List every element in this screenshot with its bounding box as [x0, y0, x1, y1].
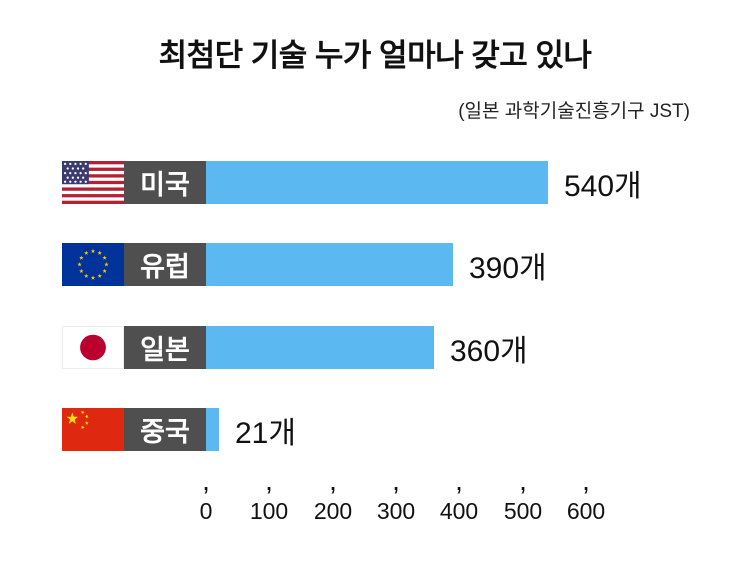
tick-mark: , [455, 465, 463, 496]
bar-row: 미국 540개 [62, 161, 642, 204]
tick-label: 400 [439, 498, 479, 524]
tick-label: 500 [503, 498, 543, 524]
source-note: (일본 과학기술진흥기구 JST) [458, 101, 690, 122]
tick-mark: , [265, 465, 273, 496]
tick-mark: , [519, 465, 527, 496]
category-label-box: 일본 [124, 326, 206, 369]
x-axis-tick: , 200 [313, 465, 353, 525]
tick-label: 300 [376, 498, 416, 524]
eu-flag-icon [62, 243, 124, 286]
bar [206, 326, 434, 369]
japan-flag-icon [62, 326, 124, 369]
bar [206, 408, 219, 451]
value-label: 360개 [450, 334, 528, 368]
tick-label: 600 [566, 498, 606, 524]
x-axis-tick: , 300 [376, 465, 416, 525]
chart-title: 최첨단 기술 누가 얼마나 갖고 있나 [158, 38, 592, 73]
tick-label: 200 [313, 498, 353, 524]
x-axis-tick: , 600 [566, 465, 606, 525]
category-label: 유럽 [140, 252, 190, 282]
category-label: 중국 [140, 417, 190, 447]
category-label: 미국 [140, 170, 190, 200]
x-axis-tick: , 0 [199, 465, 213, 525]
value-label: 390개 [469, 251, 547, 285]
x-axis-tick: , 500 [503, 465, 543, 525]
tick-mark: , [582, 465, 590, 496]
value-label: 21개 [235, 416, 296, 450]
tick-label: 0 [199, 498, 213, 524]
bar-row: 중국 21개 [62, 408, 296, 451]
x-axis-tick: , 100 [249, 465, 289, 525]
category-label-box: 미국 [124, 161, 206, 204]
bar [206, 161, 548, 204]
tick-mark: , [329, 465, 337, 496]
category-label-box: 유럽 [124, 243, 206, 286]
bar-row: 유럽 390개 [62, 243, 547, 286]
china-flag-icon [62, 408, 124, 451]
tick-label: 100 [249, 498, 289, 524]
tick-mark: , [392, 465, 400, 496]
us-flag-icon [62, 161, 124, 204]
tick-mark: , [202, 465, 210, 496]
bar [206, 243, 453, 286]
category-label: 일본 [140, 335, 190, 365]
x-axis-tick: , 400 [439, 465, 479, 525]
value-label: 540개 [564, 169, 642, 203]
bar-row: 일본 360개 [62, 326, 528, 369]
category-label-box: 중국 [124, 408, 206, 451]
